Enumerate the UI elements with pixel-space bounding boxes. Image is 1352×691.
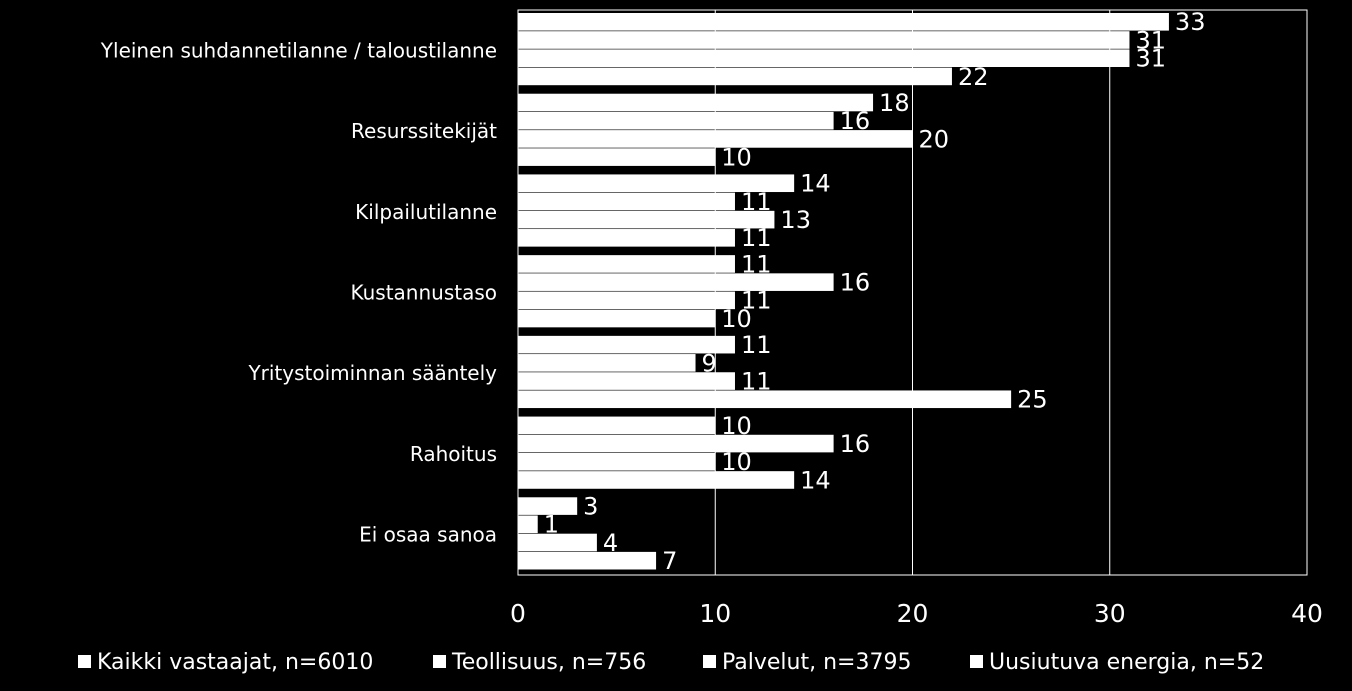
category-label: Resurssitekijät	[351, 119, 497, 143]
data-label: 16	[840, 430, 871, 458]
bar	[518, 354, 696, 372]
legend-entry: Kaikki vastaajat, n=6010	[97, 650, 373, 675]
data-label: 22	[958, 63, 989, 91]
data-label: 16	[840, 269, 871, 297]
bar	[518, 291, 735, 310]
bar	[518, 372, 735, 390]
bar	[518, 174, 795, 193]
data-label: 10	[721, 305, 752, 333]
bar	[518, 67, 952, 86]
x-tick-label: 0	[510, 599, 526, 628]
data-label: 3	[583, 492, 598, 520]
category-label: Kilpailutilanne	[355, 200, 497, 224]
bars	[518, 13, 1169, 570]
category-label: Rahoitus	[410, 442, 497, 466]
data-label: 4	[603, 529, 618, 557]
data-label: 20	[919, 125, 950, 153]
bar	[518, 533, 597, 552]
bar	[518, 130, 913, 148]
legend-swatch	[78, 655, 91, 668]
data-label: 13	[780, 206, 811, 234]
x-tick-label: 10	[699, 599, 731, 628]
x-tick-label: 40	[1291, 599, 1323, 628]
data-label: 31	[1135, 45, 1166, 73]
legend-swatch	[703, 655, 716, 668]
legend-swatch	[433, 655, 446, 668]
data-label: 31	[1135, 26, 1166, 54]
bar	[518, 13, 1169, 31]
data-label: 11	[741, 224, 772, 252]
data-label: 9	[702, 349, 717, 377]
data-label: 11	[741, 367, 772, 395]
bar	[518, 497, 578, 515]
bar	[518, 335, 735, 354]
legend-entry: Uusiutuva energia, n=52	[989, 650, 1264, 675]
bar	[518, 210, 775, 229]
data-label: 14	[800, 170, 831, 198]
bar	[518, 416, 716, 435]
bar	[518, 273, 834, 291]
data-label: 33	[1175, 8, 1206, 36]
legend-entry: Teollisuus, n=756	[451, 650, 646, 675]
x-tick-label: 20	[897, 599, 929, 628]
bar	[518, 111, 834, 130]
bar	[518, 148, 716, 166]
category-label: Kustannustaso	[350, 281, 497, 305]
data-labels: 3331312218162010141113111116111011911251…	[544, 8, 1206, 575]
category-label: Yritystoiminnan sääntely	[247, 361, 497, 385]
data-label: 10	[721, 144, 752, 172]
data-label: 11	[741, 287, 772, 315]
category-label: Yleinen suhdannetilanne / taloustilanne	[100, 38, 497, 62]
bar	[518, 309, 716, 328]
x-tick-label: 30	[1094, 599, 1126, 628]
data-label: 25	[1017, 386, 1048, 414]
data-label: 7	[662, 547, 677, 575]
data-label: 14	[800, 466, 831, 494]
bar	[518, 471, 795, 489]
category-label: Ei osaa sanoa	[359, 523, 497, 547]
data-label: 1	[544, 511, 559, 539]
bar	[518, 49, 1130, 67]
legend-swatch	[970, 655, 983, 668]
bar	[518, 434, 834, 453]
data-label: 11	[741, 331, 772, 359]
bar	[518, 255, 735, 273]
legend: Kaikki vastaajat, n=6010 Teollisuus, n=75…	[78, 650, 1264, 675]
bar	[518, 551, 657, 570]
bar	[518, 515, 538, 534]
bar	[518, 192, 735, 211]
data-label: 16	[840, 107, 871, 135]
bar	[518, 390, 1012, 409]
data-label: 10	[721, 412, 752, 440]
x-axis-tick-labels: 0 10 20 30 40	[510, 599, 1323, 628]
data-label: 18	[879, 89, 910, 117]
bar	[518, 31, 1130, 49]
data-label: 10	[721, 448, 752, 476]
bar	[518, 93, 874, 112]
data-label: 11	[741, 188, 772, 216]
bar	[518, 452, 716, 471]
bar	[518, 229, 735, 247]
legend-entry: Palvelut, n=3795	[722, 650, 911, 675]
data-label: 11	[741, 250, 772, 278]
category-labels: Yleinen suhdannetilanne / taloustilanne R…	[100, 38, 497, 546]
